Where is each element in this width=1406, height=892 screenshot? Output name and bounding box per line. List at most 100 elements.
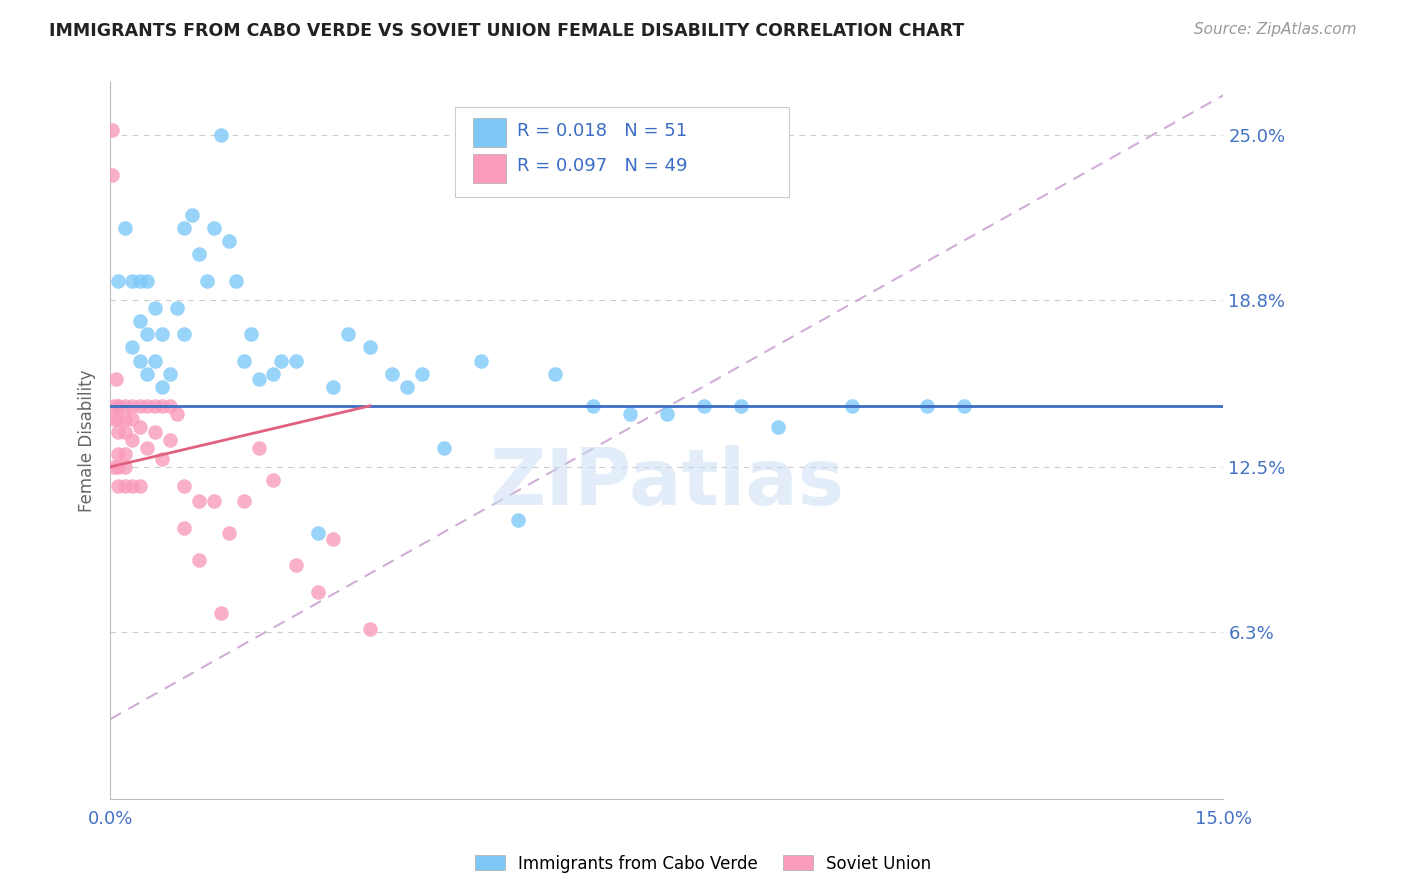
Point [173, 327, 195, 342]
Point [395, 380, 418, 394]
Point [411, 367, 433, 381]
Point [107, 412, 129, 426]
Point [128, 420, 150, 434]
Point [103, 399, 125, 413]
Point [195, 274, 218, 288]
Point [284, 353, 307, 368]
Point [262, 367, 284, 381]
Point [114, 459, 136, 474]
Point [136, 327, 159, 342]
Point [173, 221, 195, 235]
Point [247, 442, 270, 456]
Point [143, 353, 166, 368]
Point [114, 447, 136, 461]
Point [103, 459, 125, 474]
Point [359, 340, 381, 354]
Point [128, 353, 150, 368]
Point [101, 168, 124, 182]
Point [136, 367, 159, 381]
Point [121, 340, 143, 354]
Point [159, 367, 181, 381]
Point [107, 447, 129, 461]
Point [107, 274, 129, 288]
Point [136, 399, 159, 413]
FancyBboxPatch shape [472, 119, 506, 147]
Point [270, 353, 292, 368]
Point [114, 478, 136, 492]
Point [101, 122, 124, 136]
Point [240, 327, 263, 342]
Point [159, 399, 181, 413]
Text: ZIPatlas: ZIPatlas [489, 445, 844, 522]
Point [143, 301, 166, 315]
Point [166, 407, 188, 421]
Point [159, 434, 181, 448]
FancyBboxPatch shape [472, 154, 506, 183]
Point [173, 478, 195, 492]
Point [105, 372, 128, 386]
Point [202, 494, 225, 508]
Point [336, 327, 359, 342]
Point [188, 553, 211, 567]
Point [107, 459, 129, 474]
Point [433, 442, 456, 456]
Point [114, 221, 136, 235]
Point [136, 442, 159, 456]
Text: R = 0.018   N = 51: R = 0.018 N = 51 [516, 121, 686, 140]
Point [915, 399, 938, 413]
Point [841, 399, 863, 413]
Point [166, 301, 188, 315]
Text: R = 0.097   N = 49: R = 0.097 N = 49 [516, 158, 688, 176]
Point [619, 407, 641, 421]
Point [107, 425, 129, 440]
Point [114, 412, 136, 426]
Point [121, 399, 143, 413]
Legend: Immigrants from Cabo Verde, Soviet Union: Immigrants from Cabo Verde, Soviet Union [468, 848, 938, 880]
Point [508, 513, 530, 527]
Point [128, 399, 150, 413]
Point [128, 314, 150, 328]
Point [470, 353, 492, 368]
Point [143, 425, 166, 440]
Text: Source: ZipAtlas.com: Source: ZipAtlas.com [1194, 22, 1357, 37]
Point [322, 380, 344, 394]
Point [128, 274, 150, 288]
Point [693, 399, 716, 413]
Point [136, 274, 159, 288]
Y-axis label: Female Disability: Female Disability [79, 369, 96, 512]
Point [381, 367, 404, 381]
Point [107, 399, 129, 413]
Point [143, 399, 166, 413]
Point [544, 367, 567, 381]
Point [952, 399, 974, 413]
Point [247, 372, 270, 386]
Point [180, 208, 202, 222]
Point [202, 221, 225, 235]
Point [307, 584, 329, 599]
Point [322, 532, 344, 546]
Point [107, 399, 129, 413]
Point [114, 399, 136, 413]
Point [150, 452, 173, 467]
Point [218, 526, 240, 541]
Point [150, 327, 173, 342]
Point [121, 412, 143, 426]
Point [128, 478, 150, 492]
Point [121, 434, 143, 448]
Point [581, 399, 603, 413]
Point [655, 407, 678, 421]
Point [218, 234, 240, 248]
Point [211, 606, 233, 620]
Point [307, 526, 329, 541]
Point [284, 558, 307, 573]
Point [262, 473, 284, 487]
Point [211, 128, 233, 142]
Point [766, 420, 789, 434]
Point [232, 353, 254, 368]
Point [173, 521, 195, 535]
Point [188, 494, 211, 508]
Point [188, 247, 211, 261]
Point [150, 399, 173, 413]
Point [103, 412, 125, 426]
Point [150, 380, 173, 394]
